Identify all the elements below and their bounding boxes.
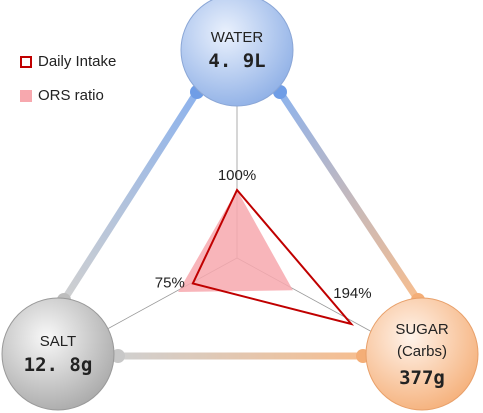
legend-swatch xyxy=(20,55,32,68)
sugar-circle xyxy=(365,297,479,411)
value-label: 194% xyxy=(333,285,371,302)
salt-label: SALT 12. 8g xyxy=(2,298,114,410)
amount: 377g xyxy=(399,367,445,389)
legend-label: Daily Intake xyxy=(38,53,117,70)
connector xyxy=(61,90,200,302)
intake-outline xyxy=(191,188,355,326)
legend-label: ORS ratio xyxy=(38,87,104,104)
water-label: WATER 4. 9L xyxy=(181,0,293,106)
amount: 4. 9L xyxy=(208,49,266,72)
salt-circle xyxy=(1,297,115,411)
dot xyxy=(111,349,125,363)
value-label: 75% xyxy=(155,274,185,291)
value-label: 100% xyxy=(218,167,256,184)
sugar-label: SUGAR (Carbs) 377g xyxy=(376,298,468,410)
connector xyxy=(277,90,421,302)
amount: 12. 8g xyxy=(23,353,93,376)
water-circle xyxy=(180,0,294,107)
category-label: SALT xyxy=(39,332,77,350)
legend-item: Daily Intake xyxy=(20,53,116,70)
ors-area xyxy=(178,190,293,292)
legend-swatch xyxy=(20,89,32,102)
legend-item: ORS ratio xyxy=(20,87,104,104)
category-label: SUGAR (Carbs) xyxy=(395,321,449,360)
radar: 100% 75% 194% xyxy=(99,106,375,334)
category-label: WATER xyxy=(210,28,264,46)
